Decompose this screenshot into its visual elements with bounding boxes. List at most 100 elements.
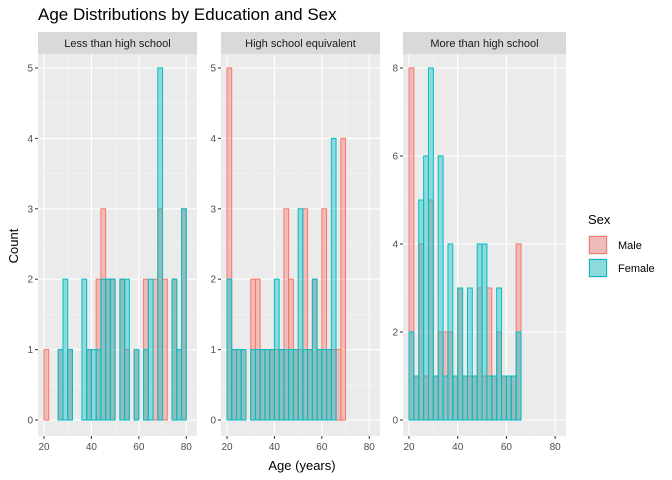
facet-strip-label: Less than high school: [64, 38, 170, 50]
histogram-bar: [486, 375, 493, 421]
y-tick-label: 0: [210, 416, 216, 427]
facet-strip-label: More than high school: [430, 38, 538, 50]
x-tick-label: 20: [221, 442, 233, 453]
histogram-bar: [408, 331, 415, 421]
y-axis-title: Count: [6, 228, 21, 263]
histogram-bar: [335, 349, 342, 421]
histogram-bar: [311, 278, 318, 421]
histogram-bar: [162, 278, 168, 421]
histogram-bar: [273, 278, 280, 421]
histogram-bar: [423, 155, 429, 421]
histogram-bar: [283, 349, 290, 421]
x-tick-label: 60: [133, 442, 145, 453]
legend-title: Sex: [588, 212, 611, 227]
x-tick-label: 20: [403, 442, 415, 453]
histogram-bar: [250, 349, 256, 421]
histogram-bar: [157, 67, 164, 421]
histogram-bar: [100, 278, 107, 421]
histogram-bar: [437, 155, 444, 421]
histogram-bar: [330, 137, 337, 421]
histogram-bar: [254, 349, 261, 421]
histogram-bar: [302, 349, 309, 421]
x-tick-label: 40: [86, 442, 98, 453]
x-axis-title: Age (years): [268, 458, 335, 473]
histogram-bar: [288, 349, 294, 421]
histogram-bar: [278, 349, 285, 421]
panel-background: [38, 54, 197, 436]
legend: Sex Male Female: [588, 212, 655, 278]
y-tick-label: 2: [27, 275, 33, 286]
histogram-bar: [171, 278, 178, 421]
histogram-bar: [466, 287, 473, 421]
x-tick-label: 80: [550, 442, 562, 453]
histogram-bar: [501, 375, 507, 421]
histogram-bar: [442, 375, 449, 421]
histogram-bar: [510, 375, 517, 421]
facet-panel: High school equivalent 0 1 2 3 4 5 20 40 60 80: [210, 32, 380, 453]
histogram-bar: [57, 349, 64, 421]
histogram-bar: [505, 375, 512, 421]
histogram-bar: [62, 278, 69, 421]
histogram-bar: [432, 375, 439, 421]
legend-label-female: Female: [618, 263, 655, 275]
x-tick-label: 80: [181, 442, 193, 453]
histogram-bar: [105, 278, 111, 421]
y-tick-label: 3: [27, 204, 33, 215]
histogram-bar: [457, 287, 464, 421]
histogram-bar: [81, 278, 88, 421]
panel-background: [403, 54, 566, 436]
histogram-bar: [90, 349, 97, 421]
histogram-bar: [226, 278, 233, 421]
histogram-bar: [240, 349, 247, 421]
y-tick-label: 2: [392, 328, 398, 339]
y-tick-label: 1: [210, 345, 216, 356]
x-tick-label: 60: [501, 442, 513, 453]
y-tick-label: 0: [392, 416, 398, 427]
x-tick-label: 60: [316, 442, 328, 453]
histogram-bar: [491, 375, 498, 421]
histogram-bar: [152, 278, 159, 421]
y-tick-label: 1: [27, 345, 33, 356]
histogram-bar: [95, 349, 102, 421]
y-tick-label: 3: [210, 204, 216, 215]
histogram-bar: [235, 349, 242, 421]
facet-strip-label: High school equivalent: [245, 38, 356, 50]
y-tick-label: 6: [392, 152, 398, 163]
facet-strip: [403, 32, 566, 54]
histogram-bar: [413, 375, 420, 421]
histogram-bar: [476, 243, 483, 421]
histogram-bar: [133, 349, 140, 421]
histogram-bar: [124, 278, 130, 421]
panel-background: [221, 54, 380, 436]
histogram-bar: [321, 349, 328, 421]
x-tick-label: 80: [364, 442, 376, 453]
legend-key-background: [588, 258, 608, 278]
histogram-bar: [86, 349, 92, 421]
series-female: [57, 67, 187, 421]
histogram-bar: [43, 349, 50, 421]
legend-key-male: [589, 236, 607, 254]
facet-panel: More than high school 0 2 4 6 8 20 40 60 80: [392, 32, 566, 453]
histogram-bar: [67, 349, 73, 421]
histogram-bar: [418, 199, 425, 421]
histogram-bar: [326, 349, 332, 421]
facet-strip: [38, 32, 197, 54]
series-female: [408, 67, 522, 421]
histogram-bar: [292, 349, 299, 421]
y-tick-label: 5: [27, 64, 33, 75]
histogram-bar: [269, 349, 275, 421]
histogram-bar: [307, 349, 313, 421]
histogram-bar: [471, 375, 478, 421]
histogram-bar: [462, 375, 468, 421]
y-tick-label: 8: [392, 64, 398, 75]
legend-label-male: Male: [618, 240, 642, 252]
series-female: [226, 137, 337, 421]
histogram-bar: [297, 208, 304, 421]
histogram-bar: [515, 331, 522, 421]
histogram-bar: [231, 349, 237, 421]
histogram-bar: [496, 287, 503, 421]
histogram-bar: [264, 349, 271, 421]
y-tick-label: 4: [27, 134, 33, 145]
